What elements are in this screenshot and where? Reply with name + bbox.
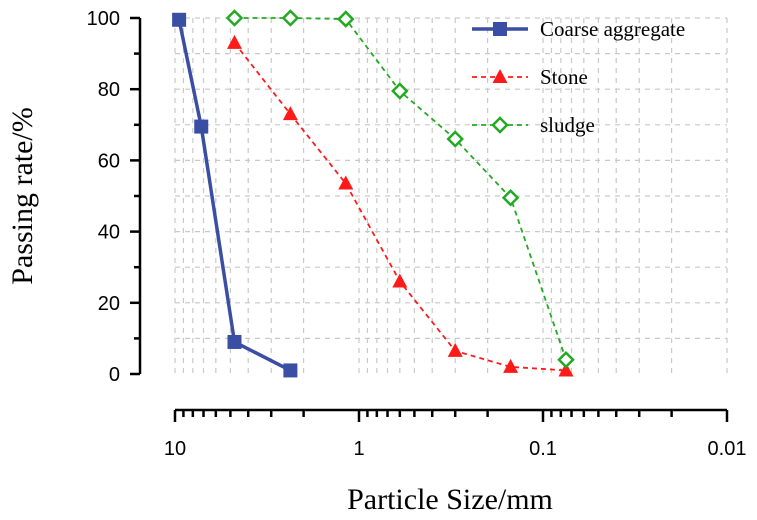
data-point-stone — [392, 273, 408, 288]
data-point-stone — [503, 358, 519, 373]
x-tick-label: 1 — [353, 438, 364, 460]
data-point-coarse-aggregate — [194, 119, 209, 134]
axes: 0 20 40 60 80 100 10 1 0.1 0.01 — [87, 8, 747, 460]
legend-item-sludge: sludge — [472, 113, 595, 137]
legend-label: sludge — [540, 113, 595, 137]
legend-item-stone: Stone — [472, 65, 588, 89]
legend-label: Stone — [540, 65, 588, 89]
y-tick-label: 20 — [98, 293, 120, 315]
series-sludge — [225, 9, 575, 369]
series-coarse-aggregate — [172, 12, 298, 378]
data-point-stone — [558, 362, 574, 377]
legend-label: Coarse aggregate — [540, 17, 685, 41]
data-point-sludge — [281, 9, 300, 27]
y-tick-label: 60 — [98, 150, 120, 172]
y-tick-label: 0 — [109, 364, 120, 386]
legend: Coarse aggregate Stone sludge — [472, 17, 685, 137]
y-tick-label: 80 — [98, 79, 120, 101]
data-point-stone — [282, 106, 298, 121]
data-point-coarse-aggregate — [172, 12, 187, 27]
data-point-stone — [447, 342, 463, 357]
data-point-coarse-aggregate — [227, 334, 242, 349]
data-point-coarse-aggregate — [283, 363, 298, 378]
y-axis-title: Passing rate/% — [6, 107, 39, 284]
x-axis-title: Particle Size/mm — [347, 483, 553, 516]
data-point-sludge — [391, 82, 409, 100]
grid — [174, 17, 728, 374]
series-line-coarse-aggregate — [177, 19, 292, 372]
legend-swatch-marker — [491, 116, 509, 134]
data-point-stone — [338, 175, 354, 190]
x-tick-label: 0.01 — [708, 438, 747, 460]
y-tick-label: 40 — [98, 222, 120, 244]
series — [172, 9, 575, 378]
legend-item-coarse-aggregate: Coarse aggregate — [472, 17, 685, 41]
data-point-stone — [226, 34, 242, 49]
x-tick-label: 10 — [164, 438, 186, 460]
x-tick-label: 0.1 — [529, 438, 557, 460]
data-point-sludge — [557, 350, 575, 369]
y-tick-label: 100 — [87, 8, 120, 30]
legend-swatch-marker — [493, 22, 507, 36]
data-point-sludge — [501, 189, 520, 207]
data-point-sludge — [337, 10, 355, 28]
data-point-sludge — [446, 130, 464, 148]
data-point-sludge — [225, 9, 244, 27]
series-stone — [226, 34, 574, 377]
legend-swatch-marker — [492, 69, 508, 83]
